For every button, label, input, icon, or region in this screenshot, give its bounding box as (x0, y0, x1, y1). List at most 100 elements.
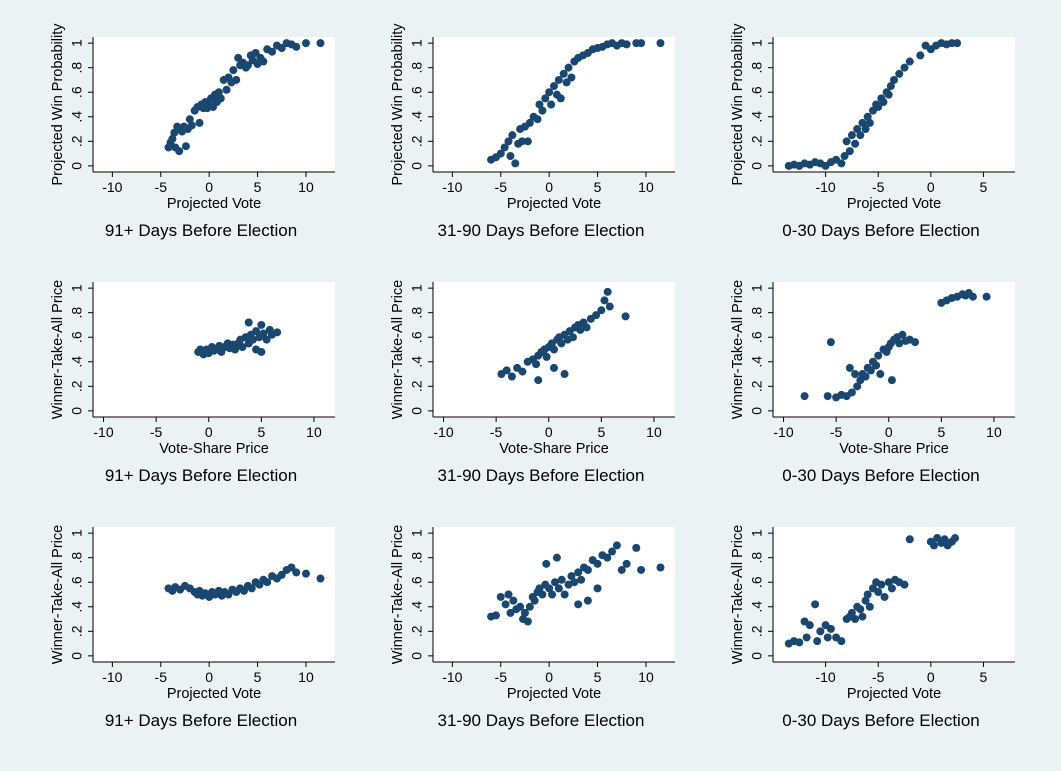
x-tick-label: 0 (205, 179, 213, 195)
data-point (292, 568, 301, 577)
data-point (603, 553, 612, 562)
y-tick-label: .8 (749, 307, 765, 319)
y-tick-label: .2 (749, 625, 765, 637)
x-tick-label: 0 (205, 669, 213, 685)
data-point (951, 534, 960, 543)
x-tick-label: -10 (815, 669, 835, 685)
data-point (811, 600, 820, 609)
data-point (656, 563, 665, 572)
x-tick-label: -5 (150, 424, 163, 440)
data-point (895, 339, 904, 348)
data-point (853, 125, 862, 134)
x-tick-label: -5 (490, 424, 503, 440)
panel-title: 91+ Days Before Election (105, 711, 297, 730)
data-point (851, 615, 860, 624)
data-point (533, 115, 542, 124)
y-tick-label: 0 (69, 407, 85, 415)
data-point (263, 578, 272, 587)
data-point (257, 320, 266, 329)
data-point (813, 637, 822, 646)
data-point (168, 134, 177, 143)
data-point (248, 335, 257, 344)
data-point (560, 370, 569, 379)
y-tick-label: 0 (409, 407, 425, 415)
x-tick-label: 5 (594, 179, 602, 195)
x-tick-label: 10 (306, 424, 322, 440)
data-point (916, 51, 925, 60)
data-point (880, 592, 889, 601)
y-tick-label: 0 (409, 162, 425, 170)
y-tick-label: 1 (409, 529, 425, 537)
data-point (259, 57, 268, 66)
x-tick-label: -5 (495, 669, 508, 685)
data-point (851, 139, 860, 148)
data-point (940, 535, 949, 544)
x-axis-label: Projected Vote (847, 686, 941, 702)
data-point (195, 118, 204, 127)
data-point (538, 106, 547, 115)
data-point (550, 82, 558, 91)
data-point (259, 329, 268, 338)
panel-title: 31-90 Days Before Election (438, 711, 645, 730)
y-tick-label: .8 (409, 62, 425, 74)
x-tick-label: 10 (638, 179, 654, 195)
y-tick-label: .8 (69, 307, 85, 319)
data-point (501, 600, 510, 609)
y-tick-label: .2 (749, 135, 765, 147)
data-point (895, 69, 904, 78)
y-tick-label: .8 (749, 552, 765, 564)
data-point (845, 363, 854, 372)
plot-area (773, 37, 1015, 172)
data-point (175, 147, 184, 156)
data-point (632, 543, 641, 552)
x-tick-label: 0 (545, 179, 553, 195)
data-point (816, 627, 825, 636)
x-tick-label: -10 (773, 424, 793, 440)
data-point (968, 292, 977, 301)
data-point (508, 131, 517, 140)
data-point (491, 611, 500, 620)
data-point (600, 296, 609, 305)
x-tick-label: 0 (545, 424, 553, 440)
data-point (847, 608, 856, 617)
data-point (877, 580, 886, 589)
data-point (884, 578, 893, 587)
data-point (567, 73, 576, 82)
data-point (593, 559, 602, 568)
data-point (229, 66, 238, 75)
data-point (545, 88, 554, 97)
y-tick-label: .6 (409, 331, 425, 343)
x-axis-label: Vote-Share Price (499, 441, 609, 457)
x-tick-label: -10 (442, 179, 462, 195)
data-point (574, 568, 583, 577)
y-tick-label: .4 (749, 111, 765, 123)
y-tick-label: 0 (749, 407, 765, 415)
y-axis-label: Winner-Take-All Price (50, 525, 66, 664)
data-point (845, 147, 854, 156)
x-tick-label: 10 (298, 179, 314, 195)
data-point (550, 578, 559, 587)
data-point (865, 118, 874, 127)
data-point (847, 131, 856, 140)
y-tick-label: 0 (749, 652, 765, 660)
data-point (879, 98, 888, 107)
data-point (170, 128, 179, 137)
panel-title: 0-30 Days Before Election (782, 711, 980, 730)
data-point (244, 318, 253, 327)
x-tick-label: 10 (638, 669, 654, 685)
data-point (795, 638, 804, 647)
data-point (243, 61, 252, 70)
data-point (523, 137, 532, 146)
data-point (504, 137, 513, 146)
y-tick-label: .6 (749, 576, 765, 588)
x-tick-label: -5 (495, 179, 508, 195)
data-point (534, 376, 543, 385)
data-point (853, 382, 862, 391)
data-point (509, 596, 518, 605)
data-point (874, 351, 883, 360)
data-point (863, 112, 872, 121)
y-tick-label: .8 (409, 552, 425, 564)
data-point (582, 323, 591, 332)
y-tick-label: .2 (69, 380, 85, 392)
